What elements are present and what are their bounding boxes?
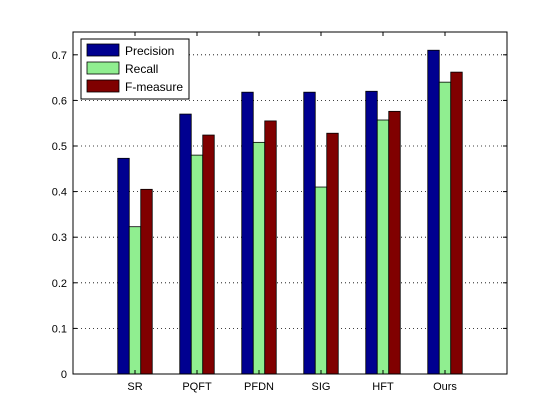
y-tick-labels: 0 0.1 0.2 0.3 0.4 0.5 0.6 0.7 [52,50,67,381]
y-tick-label: 0.1 [52,323,67,335]
bar-f-measure-sig [326,132,339,375]
bar-f-measure-hft [388,110,401,375]
legend-label: F-measure [125,80,183,94]
y-tick-label: 0.3 [52,232,67,244]
bar-recall-sig [314,186,328,375]
x-tick-labels: SR PQFT PFDN SIG HFT Ours [127,381,457,393]
y-tick-label: 0 [61,369,67,381]
bar-recall-pfdn [252,141,266,375]
legend: Precision Recall F-measure [80,38,190,100]
legend-swatch [86,43,120,57]
x-tick-label: PQFT [182,381,212,393]
bar-precision-pqft [179,113,192,375]
bar-precision-hft [365,90,378,375]
x-tick-label: Ours [433,381,457,393]
bar-recall-pqft [190,154,204,375]
x-tick-label: HFT [372,381,394,393]
bar-f-measure-sr [140,188,153,375]
bar-f-measure-ours [450,71,463,375]
bar-precision-ours [427,49,440,375]
y-tick-label: 0.6 [52,95,67,107]
legend-label: Recall [125,62,158,76]
x-tick-label: SIG [312,381,331,393]
x-tick-label: SR [127,381,142,393]
bar-recall-ours [438,81,452,375]
bar-precision-sig [303,91,316,375]
legend-label: Precision [125,44,174,58]
bar-recall-sr [128,226,142,375]
y-tick-label: 0.2 [52,278,67,290]
x-tick-label: PFDN [244,381,274,393]
bar-f-measure-pqft [202,134,215,375]
y-tick-label: 0.7 [52,50,67,62]
y-tick-label: 0.5 [52,141,67,153]
plot-frame [72,31,508,375]
y-tick-label: 0.4 [52,187,67,199]
bar-f-measure-pfdn [264,120,277,375]
bar-precision-sr [117,157,130,375]
axis-ticks [73,32,507,375]
legend-swatch [86,79,120,93]
bar-precision-pfdn [241,91,254,375]
legend-swatch [86,61,120,75]
bar-recall-hft [376,119,390,375]
